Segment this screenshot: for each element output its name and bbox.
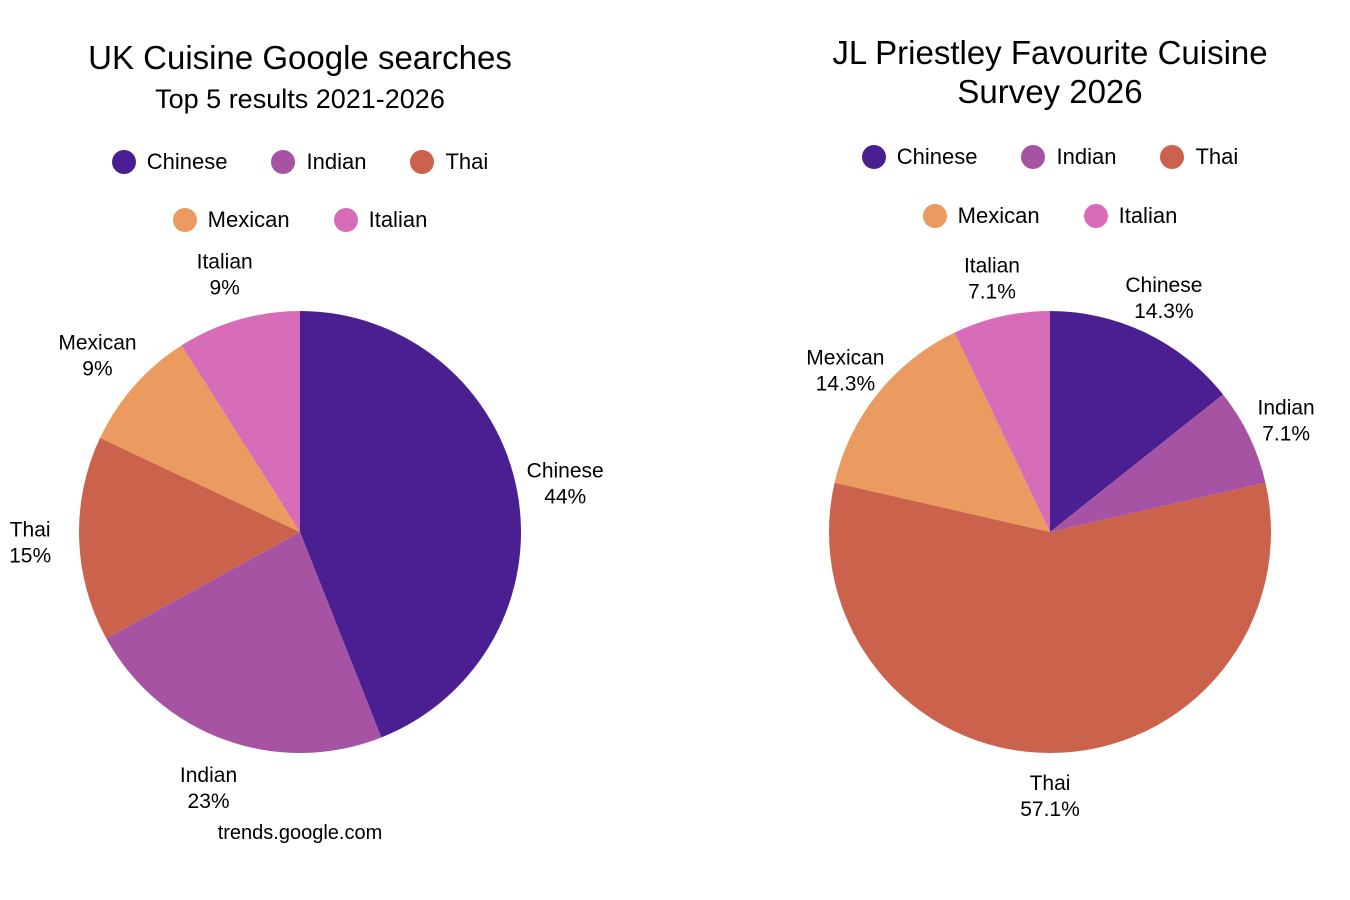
slice-category-label: Chinese [527, 459, 604, 482]
slice-category-label: Thai [1030, 772, 1071, 795]
legend-item-indian: Indian [271, 147, 366, 177]
legend-row-2: Mexican Italian [750, 201, 1350, 231]
slice-category-label: Chinese [1125, 274, 1202, 297]
slice-label-thai: Thai 15% [9, 518, 51, 567]
slice-category-label: Indian [180, 764, 237, 787]
legend-swatch [861, 145, 886, 169]
legend-label: Mexican [207, 207, 290, 232]
slice-label-chinese: Chinese 14.3% [1125, 274, 1202, 323]
slice-label-italian: Italian 9% [197, 251, 253, 300]
legend-swatch [1160, 145, 1185, 169]
chart-title: JL Priestley Favourite Cuisine Survey 20… [832, 34, 1268, 110]
pie-chart: Chinese 14.3% Indian 7.1% Thai 57.1% Mexican 14… [806, 255, 1315, 821]
chart-uk-google-searches: UK Cuisine Google searches Top 5 results… [0, 0, 604, 900]
slice-category-label: Indian [1258, 396, 1315, 419]
slice-label-chinese: Chinese 44% [527, 459, 604, 508]
chart-jl-priestley-survey: JL Priestley Favourite Cuisine Survey 20… [750, 0, 1350, 900]
legend-label: Chinese [146, 149, 228, 174]
legend-item-italian: Italian [333, 205, 428, 235]
slice-percent-label: 9% [209, 277, 239, 300]
slice-category-label: Mexican [806, 346, 884, 369]
slice-label-mexican: Mexican 9% [58, 331, 136, 380]
slice-label-thai: Thai 57.1% [1020, 772, 1080, 821]
legend-label: Indian [306, 149, 367, 174]
legend-swatch [1083, 204, 1108, 228]
chart-source: trends.google.com [217, 822, 383, 844]
legend-swatch [333, 208, 358, 232]
legend-item-indian: Indian [1021, 142, 1116, 172]
legend-row-1: Chinese Indian Thai [750, 142, 1350, 172]
slice-label-indian: Indian 23% [180, 764, 237, 813]
pie-slice-italian [181, 311, 300, 532]
legend-item-mexican: Mexican [922, 201, 1040, 231]
slice-percent-label: 7.1% [1262, 422, 1310, 445]
legend-swatch [410, 150, 435, 174]
slice-percent-label: 9% [82, 357, 112, 380]
pie-slice-indian [106, 532, 382, 754]
legend-swatch [111, 150, 136, 174]
legend-row-1: Chinese Indian Thai [0, 147, 600, 177]
legend-label: Chinese [896, 144, 978, 169]
slice-category-label: Mexican [58, 331, 136, 354]
legend-label: Indian [1056, 144, 1117, 169]
legend-item-thai: Thai [410, 147, 488, 177]
legend-label: Thai [1195, 144, 1239, 169]
legend-label: Italian [368, 207, 428, 232]
pie-slice-mexican [834, 332, 1050, 532]
pie-slice-mexican [100, 345, 300, 532]
legend-row-2: Mexican Italian [0, 205, 600, 235]
pie-slice-chinese [300, 311, 522, 738]
legend-label: Mexican [957, 203, 1040, 228]
legend-swatch [271, 150, 296, 174]
chart-subtitle: Top 5 results 2021-2026 [155, 84, 445, 114]
pie-slice-thai [78, 437, 300, 639]
slice-percent-label: 14.3% [1134, 300, 1194, 323]
slice-percent-label: 44% [544, 485, 586, 508]
pie-slice-thai [829, 482, 1271, 753]
slice-category-label: Italian [197, 251, 253, 274]
pie-slice-chinese [1050, 311, 1224, 532]
slice-percent-label: 15% [9, 544, 51, 567]
slice-category-label: Italian [964, 255, 1020, 278]
slice-label-indian: Indian 7.1% [1258, 396, 1315, 445]
legend-label: Italian [1118, 203, 1178, 228]
slice-label-mexican: Mexican 14.3% [806, 346, 884, 395]
chart-title: UK Cuisine Google searches [88, 39, 512, 76]
pie-slice-indian [1050, 394, 1266, 532]
legend-item-thai: Thai [1160, 142, 1238, 172]
legend-item-chinese: Chinese [111, 147, 228, 177]
legend-swatch [922, 204, 947, 228]
slice-percent-label: 23% [188, 790, 230, 813]
pie-chart: Chinese44%Indian23%Thai15%Mexican9%Itali… [9, 251, 604, 813]
legend-item-mexican: Mexican [172, 205, 290, 235]
slice-percent-label: 57.1% [1020, 798, 1080, 821]
legend-swatch [1021, 145, 1046, 169]
slice-category-label: Thai [10, 518, 51, 541]
slice-percent-label: 7.1% [968, 281, 1016, 304]
legend-item-chinese: Chinese [861, 142, 978, 172]
legend-label: Thai [445, 149, 489, 174]
pie-slice-italian [954, 311, 1050, 532]
legend-swatch [172, 208, 197, 232]
slice-label-italian: Italian 7.1% [964, 255, 1020, 304]
legend-item-italian: Italian [1083, 201, 1178, 231]
slice-percent-label: 14.3% [816, 372, 876, 395]
